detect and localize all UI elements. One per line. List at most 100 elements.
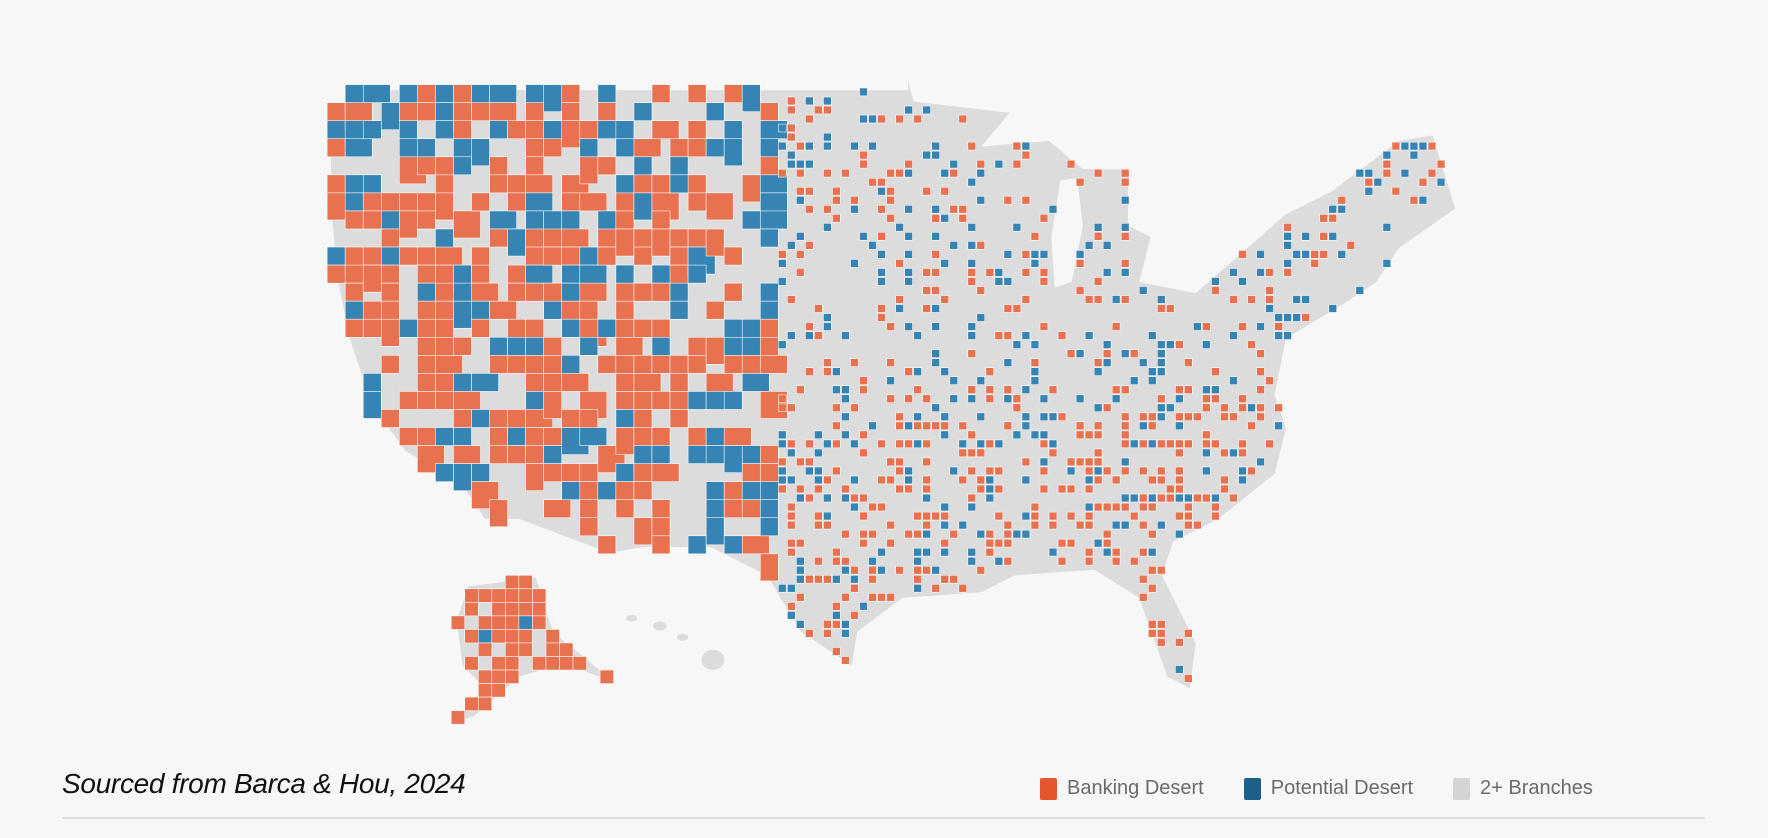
county-mark (1202, 439, 1211, 449)
county-mark (633, 246, 653, 266)
county-mark (1337, 195, 1346, 205)
county-mark (1157, 638, 1166, 647)
county-mark (1093, 466, 1103, 476)
county-mark (859, 448, 868, 458)
county-mark (1175, 665, 1184, 674)
county-mark (380, 228, 400, 248)
county-mark (1355, 168, 1365, 178)
county-mark (633, 138, 662, 158)
county-mark (723, 336, 743, 356)
county-mark (518, 588, 533, 603)
county-mark (1012, 430, 1022, 440)
county-mark (1265, 439, 1274, 449)
county-mark (1111, 502, 1121, 512)
county-mark (1066, 457, 1076, 467)
county-mark (1138, 593, 1148, 602)
county-mark (633, 174, 653, 194)
county-mark (1030, 232, 1040, 241)
county-mark (669, 246, 689, 266)
county-mark (579, 427, 608, 446)
county-mark (886, 593, 895, 602)
county-mark (464, 602, 479, 617)
county-mark (1418, 141, 1428, 151)
county-mark (489, 120, 508, 140)
county-mark (1084, 241, 1094, 250)
county-mark (1102, 340, 1112, 349)
county-mark (1120, 223, 1130, 232)
county-mark (545, 642, 560, 657)
county-mark (778, 466, 787, 476)
county-mark (651, 174, 671, 194)
county-mark (877, 250, 886, 259)
county-mark (1175, 466, 1184, 476)
county-mark (1048, 412, 1058, 422)
county-mark (1157, 349, 1166, 358)
county-mark (505, 588, 520, 603)
county-mark (507, 264, 526, 284)
county-mark (1238, 439, 1247, 449)
county-mark (904, 394, 913, 403)
county-mark (877, 593, 886, 602)
county-mark (1436, 159, 1446, 169)
county-mark (417, 373, 436, 392)
county-mark (399, 120, 418, 140)
county-mark (895, 421, 904, 431)
county-mark (705, 300, 725, 320)
county-mark (787, 511, 796, 521)
county-mark (913, 331, 922, 340)
county-mark (1003, 250, 1013, 259)
county-mark (949, 394, 958, 403)
county-mark (796, 186, 805, 196)
county-mark (1138, 502, 1148, 512)
county-mark (1111, 556, 1121, 566)
county-mark (477, 669, 493, 684)
county-mark (967, 223, 977, 232)
county-mark (841, 493, 850, 503)
county-mark (778, 394, 787, 403)
county-mark (687, 264, 707, 284)
county-mark (491, 669, 506, 684)
county-mark (1075, 394, 1085, 403)
county-mark (886, 394, 895, 403)
county-mark (859, 232, 868, 241)
county-mark (1256, 268, 1265, 277)
county-mark (895, 565, 904, 575)
county-mark (832, 466, 841, 476)
county-mark (1157, 620, 1166, 629)
county-mark (1283, 241, 1292, 250)
county-mark (985, 394, 995, 403)
county-mark (832, 547, 841, 557)
county-mark (1247, 466, 1256, 476)
county-mark (994, 484, 1004, 494)
county-mark (787, 547, 796, 557)
county-mark (1084, 556, 1094, 566)
county-mark (1066, 484, 1076, 494)
county-mark (994, 159, 1004, 169)
county-mark (1048, 439, 1058, 449)
county-mark (823, 439, 832, 449)
county-mark (796, 593, 805, 602)
county-mark (1229, 268, 1238, 277)
county-mark (1102, 466, 1112, 476)
county-mark (651, 391, 671, 410)
county-mark (1157, 493, 1166, 503)
county-mark (1148, 439, 1157, 449)
county-mark (1202, 466, 1211, 476)
county-mark (1175, 439, 1184, 449)
county-mark (931, 268, 940, 277)
county-mark (1138, 439, 1148, 449)
county-mark (1093, 430, 1103, 440)
county-mark (1166, 439, 1175, 449)
county-mark (1012, 223, 1022, 232)
county-mark (967, 268, 977, 277)
county-mark (778, 340, 787, 349)
county-mark (859, 87, 868, 97)
county-mark (525, 463, 544, 491)
county-mark (1175, 638, 1184, 647)
county-mark (633, 192, 653, 221)
county-mark (877, 313, 886, 322)
county-mark (787, 584, 796, 593)
county-mark (850, 259, 859, 268)
county-mark (796, 385, 805, 394)
county-mark (814, 466, 823, 476)
